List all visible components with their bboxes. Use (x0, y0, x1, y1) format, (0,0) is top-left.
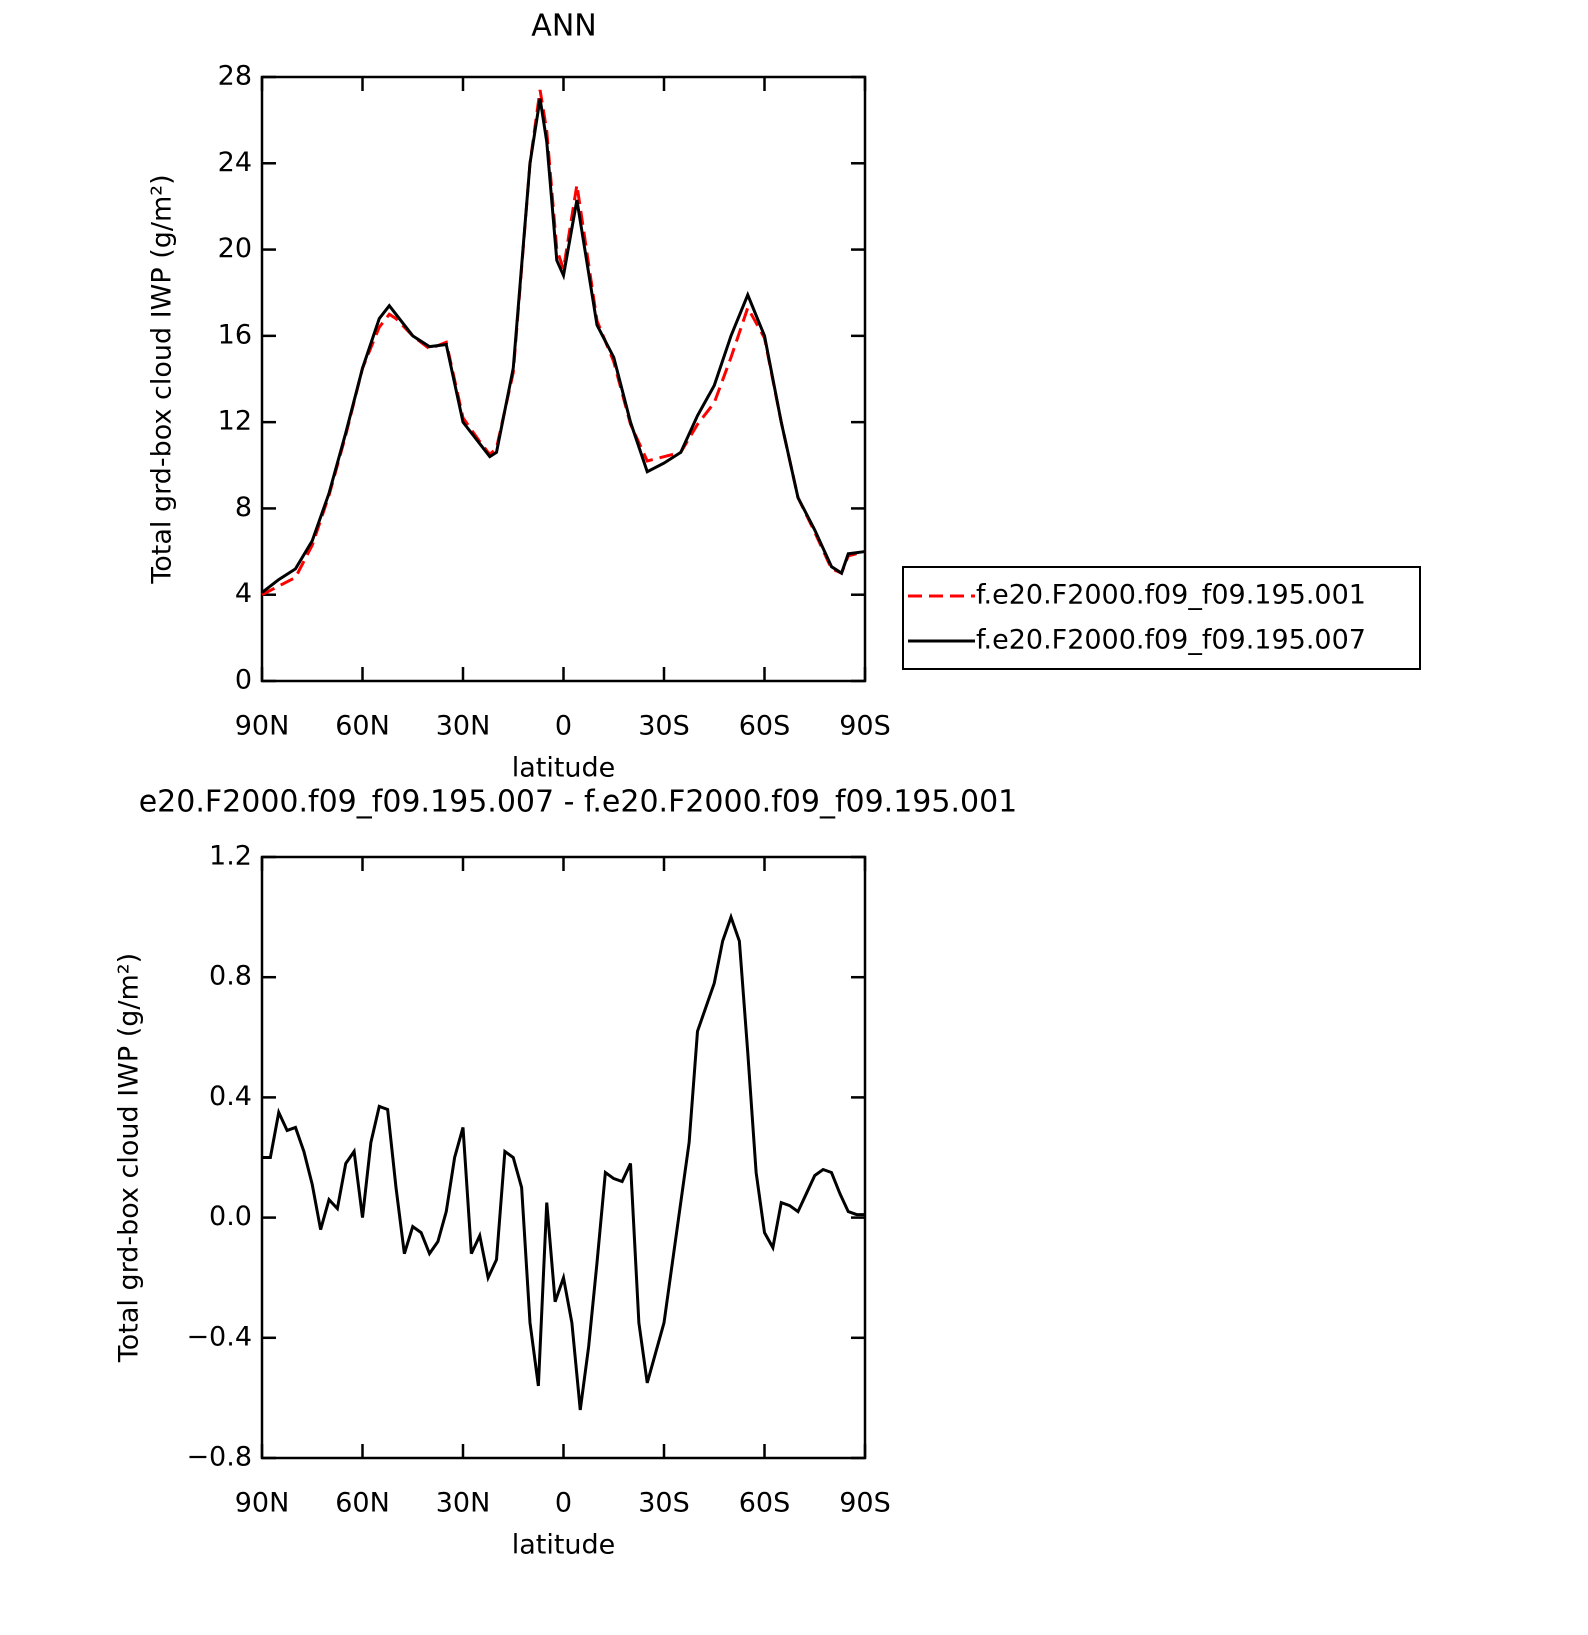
y-tick-label: 16 (218, 319, 252, 350)
y-tick-label: 24 (218, 147, 252, 178)
chart-title: ANN (531, 9, 596, 44)
x-tick-label: 90N (235, 1488, 290, 1519)
x-tick-label: 90S (839, 711, 891, 742)
x-tick-label: 30N (436, 1488, 491, 1519)
legend-box (902, 566, 1421, 670)
y-tick-label: 20 (218, 233, 252, 264)
y-axis-label: Total grd-box cloud IWP (g/m²) (114, 953, 145, 1363)
y-tick-label: 4 (235, 578, 252, 609)
data-line (261, 89, 866, 597)
y-tick-label: 0.4 (209, 1081, 252, 1112)
x-tick-label: 60S (739, 711, 791, 742)
y-tick-label: 8 (235, 492, 252, 523)
x-tick-label: 60N (335, 1488, 390, 1519)
y-axis-label: Total grd-box cloud IWP (g/m²) (147, 174, 178, 584)
y-tick-label: 0.0 (209, 1201, 252, 1232)
data-line (262, 912, 865, 1411)
data-line (261, 98, 866, 594)
x-tick-label: 60S (739, 1488, 791, 1519)
y-tick-label: 0.8 (209, 961, 252, 992)
x-axis-label: latitude (512, 1530, 616, 1561)
x-tick-label: 30S (638, 711, 690, 742)
legend-label: f.e20.F2000.f09_f09.195.001 (976, 580, 1366, 611)
x-tick-label: 90S (839, 1488, 891, 1519)
y-tick-label: −0.4 (186, 1321, 252, 1352)
x-tick-label: 30S (638, 1488, 690, 1519)
y-tick-label: −0.8 (186, 1442, 252, 1473)
y-tick-label: 12 (218, 406, 252, 437)
x-tick-label: 30N (436, 711, 491, 742)
plot-frame (260, 75, 867, 683)
x-axis-label: latitude (512, 753, 616, 784)
y-tick-label: 0 (235, 665, 252, 696)
x-tick-label: 0 (555, 711, 572, 742)
x-tick-label: 60N (335, 711, 390, 742)
y-tick-label: 1.2 (209, 841, 252, 872)
x-tick-label: 0 (555, 1488, 572, 1519)
legend-label: f.e20.F2000.f09_f09.195.007 (976, 625, 1366, 656)
x-tick-label: 90N (235, 711, 290, 742)
chart-title: e20.F2000.f09_f09.195.007 - f.e20.F2000.… (139, 785, 1018, 820)
y-tick-label: 28 (218, 61, 252, 92)
plot-frame (260, 855, 867, 1460)
